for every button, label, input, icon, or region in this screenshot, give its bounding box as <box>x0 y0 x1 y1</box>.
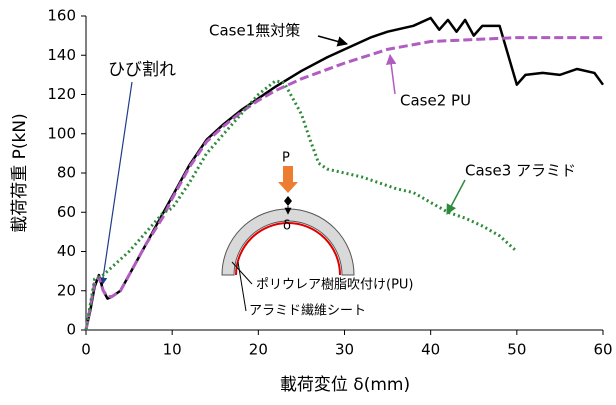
x-tick-label: 40 <box>421 341 440 359</box>
y-tick-label: 0 <box>66 321 76 339</box>
y-tick-label: 160 <box>47 7 76 25</box>
x-axis-label: 載荷変位 δ(mm) <box>280 375 410 395</box>
arrow <box>102 82 132 285</box>
x-tick-label: 10 <box>163 341 182 359</box>
x-tick-label: 50 <box>507 341 526 359</box>
annotation: P <box>282 151 290 166</box>
x-tick-label: 60 <box>593 341 612 359</box>
x-tick-label: 30 <box>335 341 354 359</box>
y-tick-label: 20 <box>57 281 76 299</box>
annotation: δ <box>283 219 291 234</box>
y-tick-label: 120 <box>47 85 76 103</box>
annotation: ポリウレア樹脂吹付け(PU) <box>256 278 414 293</box>
annotation: ひび割れ <box>108 60 176 80</box>
annotation: アラミド繊維シート <box>249 303 366 319</box>
legend-label: Case1無対策 <box>209 22 300 40</box>
arrow <box>447 180 465 214</box>
y-tick-label: 80 <box>57 164 76 182</box>
y-tick-label: 60 <box>57 203 76 221</box>
y-tick-label: 100 <box>47 124 76 142</box>
legend-label: Case2 PU <box>400 92 471 110</box>
arrow <box>390 55 395 94</box>
chart: ひび割れ P δ ポリウレア樹脂吹付け(PU) アラミド繊維シート 載荷変位 δ… <box>0 0 616 401</box>
y-tick-label: 40 <box>57 242 76 260</box>
y-tick-label: 140 <box>47 46 76 64</box>
y-axis-label: 載荷荷重 P(kN) <box>10 113 30 232</box>
x-tick-label: 0 <box>81 341 91 359</box>
arrow <box>318 36 347 44</box>
x-tick-label: 20 <box>249 341 268 359</box>
legend-label: Case3 アラミド <box>465 162 576 180</box>
